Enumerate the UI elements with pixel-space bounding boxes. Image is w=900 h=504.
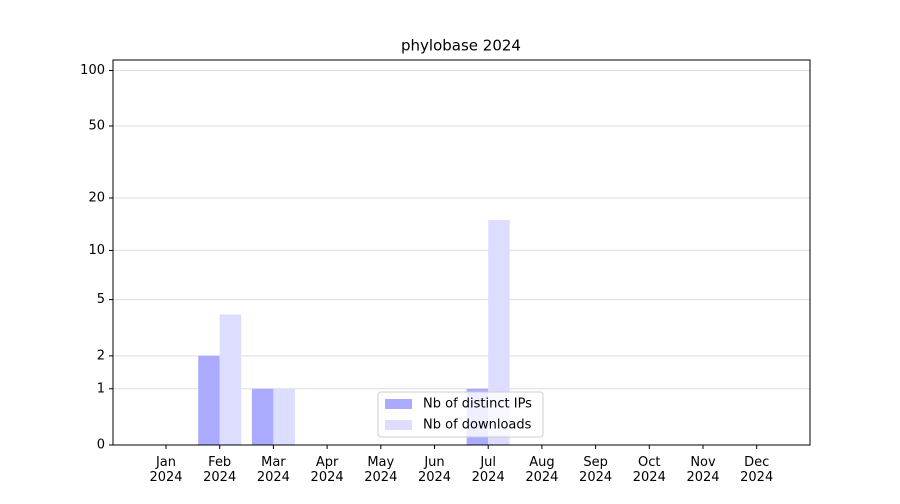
y-tick-label: 1 — [97, 381, 105, 396]
legend-label: Nb of downloads — [423, 418, 532, 433]
y-tick-label: 10 — [88, 243, 105, 258]
y-tick-label: 20 — [88, 190, 105, 205]
chart-title: phylobase 2024 — [401, 37, 521, 55]
plot-frame — [112, 59, 811, 446]
y-tick-label: 5 — [97, 292, 105, 307]
x-tick-label: Feb 2024 — [203, 455, 236, 485]
legend-swatch — [385, 399, 412, 409]
x-tick-label: Apr 2024 — [311, 455, 344, 485]
x-tick-label: Sep 2024 — [579, 455, 612, 485]
bar — [251, 388, 274, 445]
bar — [198, 355, 220, 445]
bar — [488, 220, 510, 445]
x-tick-label: Jun 2024 — [418, 455, 451, 485]
x-tick-label: Jul 2024 — [472, 455, 505, 485]
bar — [273, 388, 295, 445]
x-tick-label: Mar 2024 — [257, 455, 290, 485]
y-tick-label: 0 — [97, 438, 105, 453]
x-tick-label: Jan 2024 — [149, 455, 182, 485]
x-tick-label: May 2024 — [364, 455, 397, 485]
y-tick-label: 2 — [97, 348, 105, 363]
y-tick-label: 50 — [88, 118, 105, 133]
x-tick-label: Oct 2024 — [633, 455, 666, 485]
bar — [219, 314, 242, 445]
x-tick-label: Nov 2024 — [686, 455, 719, 485]
x-tick-label: Aug 2024 — [525, 455, 558, 485]
legend-label: Nb of distinct IPs — [423, 397, 532, 412]
legend-box — [377, 391, 544, 438]
legend-swatch — [385, 420, 412, 430]
y-tick-label: 100 — [80, 63, 105, 78]
x-tick-label: Dec 2024 — [740, 455, 773, 485]
